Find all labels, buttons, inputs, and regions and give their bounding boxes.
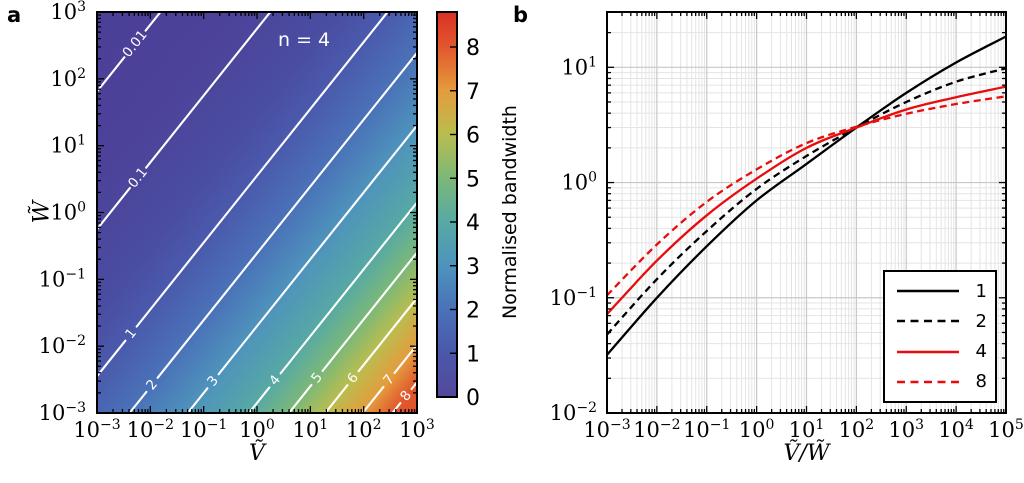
colorbar-tick-label: 3: [466, 255, 480, 280]
contour-line: [324, 384, 349, 413]
tick-label: 10−3: [39, 400, 86, 425]
axis-ticks: [96, 11, 418, 414]
contour-line: [391, 402, 402, 413]
tick-label: 103: [399, 417, 435, 442]
legend-swatch: [897, 380, 959, 384]
colorbar-tick-label: 4: [466, 211, 480, 236]
contour-line: [247, 386, 271, 413]
legend-swatch: [897, 350, 959, 353]
legend-entry-1: 1: [897, 281, 987, 302]
tick-label: 104: [938, 417, 974, 442]
tick-label: 10−2: [633, 417, 680, 442]
series-line-4: [607, 85, 1006, 315]
contour-line: [321, 251, 417, 372]
colorbar-tick-label: 7: [466, 80, 480, 105]
contour-line: [279, 201, 417, 375]
colorbar-tick-label: 2: [466, 299, 480, 324]
tick-label: 101: [293, 417, 329, 442]
legend-label: 8: [975, 371, 987, 393]
tick-label: 10−1: [180, 417, 227, 442]
colorbar-frame: [436, 11, 458, 398]
legend-swatch: [897, 289, 959, 293]
legend-label: 1: [975, 280, 987, 302]
tick-label: 10−1: [550, 285, 597, 310]
contour-line: [156, 51, 417, 379]
curves: [607, 35, 1006, 356]
tick-label: 100: [739, 417, 775, 442]
contour-line: [97, 339, 127, 378]
contour-field: [97, 12, 417, 413]
legend-entry-8: 8: [897, 371, 987, 392]
panel-b-x-axis-label: Ṽ/W̃: [783, 441, 830, 466]
colorbar-tick-label: 1: [466, 342, 480, 367]
contour-line: [144, 12, 162, 32]
series-line-1: [607, 35, 1006, 356]
legend-label: 2: [975, 310, 987, 332]
panel-a-x-axis-label: Ṽ: [249, 441, 265, 466]
major-grid: [607, 12, 1006, 413]
panel-a-annotation: n = 4: [278, 29, 331, 51]
colorbar-tick-label: 8: [466, 36, 480, 61]
colorbar-ticks: [450, 46, 457, 398]
tick-label: 103: [50, 0, 86, 24]
legend-box: 1 2 4 8: [883, 270, 997, 403]
tick-label: 101: [50, 133, 86, 158]
tick-label: 101: [789, 417, 825, 442]
contour-line: [361, 385, 385, 413]
series-line-8: [607, 95, 1006, 297]
panel-a-letter: a: [7, 3, 22, 27]
tick-label: 10−1: [683, 417, 730, 442]
legend-label: 4: [975, 341, 987, 363]
contour-line: [97, 186, 131, 231]
contour-line: [287, 383, 313, 413]
tick-label: 10−3: [583, 417, 630, 442]
contour-line: [97, 56, 126, 93]
tick-label: 103: [888, 417, 924, 442]
tick-label: 10−2: [550, 400, 597, 425]
tick-label: 10−2: [39, 333, 86, 358]
panel-b-letter: b: [513, 3, 529, 27]
tick-label: 100: [50, 200, 86, 225]
tick-label: 102: [346, 417, 382, 442]
legend-entry-4: 4: [897, 341, 987, 362]
axis-ticks: [606, 11, 1007, 414]
tick-label: 100: [561, 170, 597, 195]
tick-label: 102: [50, 66, 86, 91]
tick-label: 10−3: [73, 417, 120, 442]
contour-line: [186, 387, 209, 413]
tick-label: 102: [839, 417, 875, 442]
series-line-2: [607, 67, 1006, 336]
tick-label: 101: [561, 54, 597, 79]
tick-label: 100: [239, 417, 275, 442]
contour-line: [145, 12, 272, 169]
contour-line: [217, 124, 417, 376]
colorbar-tick-label: 0: [466, 386, 480, 411]
tick-label: 105: [988, 417, 1024, 442]
legend-entry-2: 2: [897, 311, 987, 332]
contour-line: [128, 390, 148, 413]
tick-label: 10−1: [39, 266, 86, 291]
colorbar: [437, 12, 457, 397]
legend-swatch: [897, 320, 959, 323]
colorbar-tick-label: 5: [466, 167, 480, 192]
panel-a-y-axis-label: W̃: [29, 200, 55, 224]
panel-b-y-axis-label: Normalised bandwidth: [499, 105, 521, 319]
contour-line: [357, 296, 417, 373]
colorbar-tick-label: 6: [466, 124, 480, 149]
contour-line: [135, 12, 389, 328]
tick-label: 10−2: [127, 417, 174, 442]
